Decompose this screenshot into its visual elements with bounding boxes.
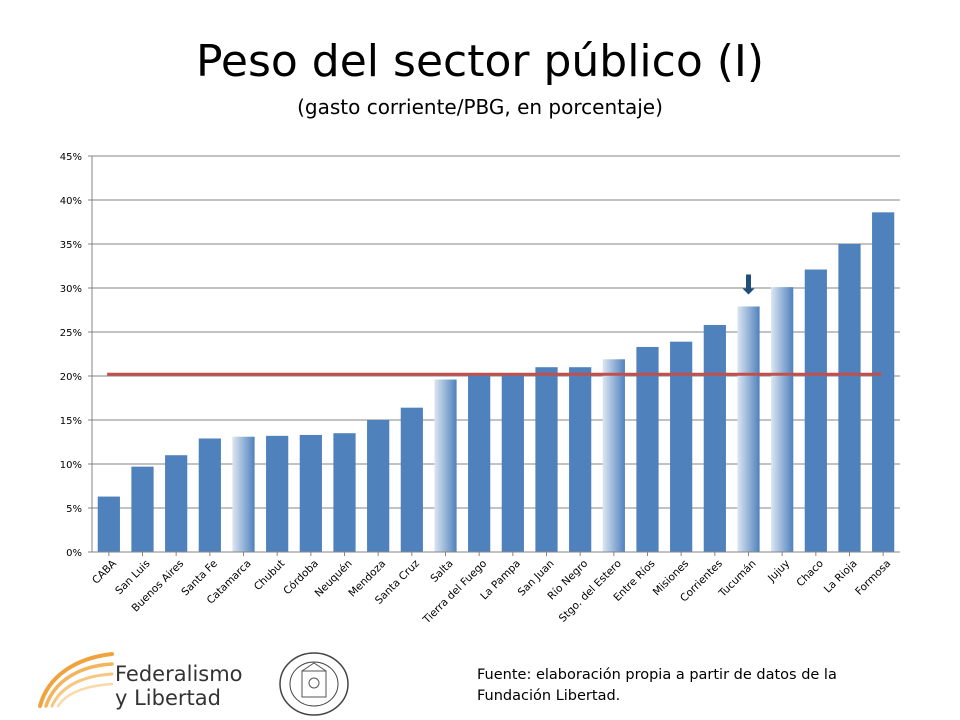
source-note: Fuente: elaboración propia a partir de d… [477,667,837,704]
federalismo-logo: Federalismo y Libertad [36,646,266,712]
y-axis-ticks: 0% 5% 10% 15% 20% 25% 30% 35% 40% 45% [60,152,82,559]
bar [569,367,592,552]
gridlines [88,155,900,553]
bar [804,269,827,552]
y-tick-label: 10% [60,460,82,471]
bar [670,341,693,552]
bar [400,407,423,552]
axes [91,156,900,556]
bar [501,373,524,552]
bar [838,244,861,552]
y-tick-label: 35% [60,240,82,251]
bar [636,346,659,552]
x-tick-label: Jujuy [765,558,792,585]
y-tick-label: 5% [66,504,82,515]
bar [737,306,760,552]
x-tick-label: Formosa [853,558,893,598]
swoosh-icon [38,652,114,708]
logo-text-line1: Federalismo [115,662,243,686]
bar [333,433,356,552]
bar [703,324,726,552]
bar [232,436,255,552]
y-tick-label: 15% [60,416,82,427]
x-tick-label: Salta [428,558,455,585]
bar [165,455,188,552]
x-tick-label: Chaco [794,558,826,590]
page-subtitle: (gasto corriente/PBG, en porcentaje) [297,95,663,119]
y-tick-label: 20% [60,372,82,383]
university-seal [279,652,349,716]
bars [97,212,895,552]
bar [434,379,457,552]
y-tick-label: 25% [60,328,82,339]
y-tick-label: 40% [60,196,82,207]
x-tick-label: Stgo. del Estero [557,558,624,625]
x-tick-label: CABA [90,557,119,586]
y-tick-label: 0% [66,548,82,559]
y-tick-label: 45% [60,152,82,163]
down-arrow-icon [742,274,755,295]
bar [97,496,120,552]
bar [367,420,390,552]
bar [266,435,289,552]
bar [198,438,221,552]
bar [872,212,895,552]
y-tick-label: 30% [60,284,82,295]
bar [299,434,322,552]
bar [535,367,558,552]
bar [468,374,491,552]
logo-text-line2: y Libertad [115,686,221,710]
page-title: Peso del sector público (I) [195,36,765,87]
bar [602,359,625,552]
bar [131,466,154,552]
bar [771,287,794,552]
marker-arrow-group [742,274,755,295]
